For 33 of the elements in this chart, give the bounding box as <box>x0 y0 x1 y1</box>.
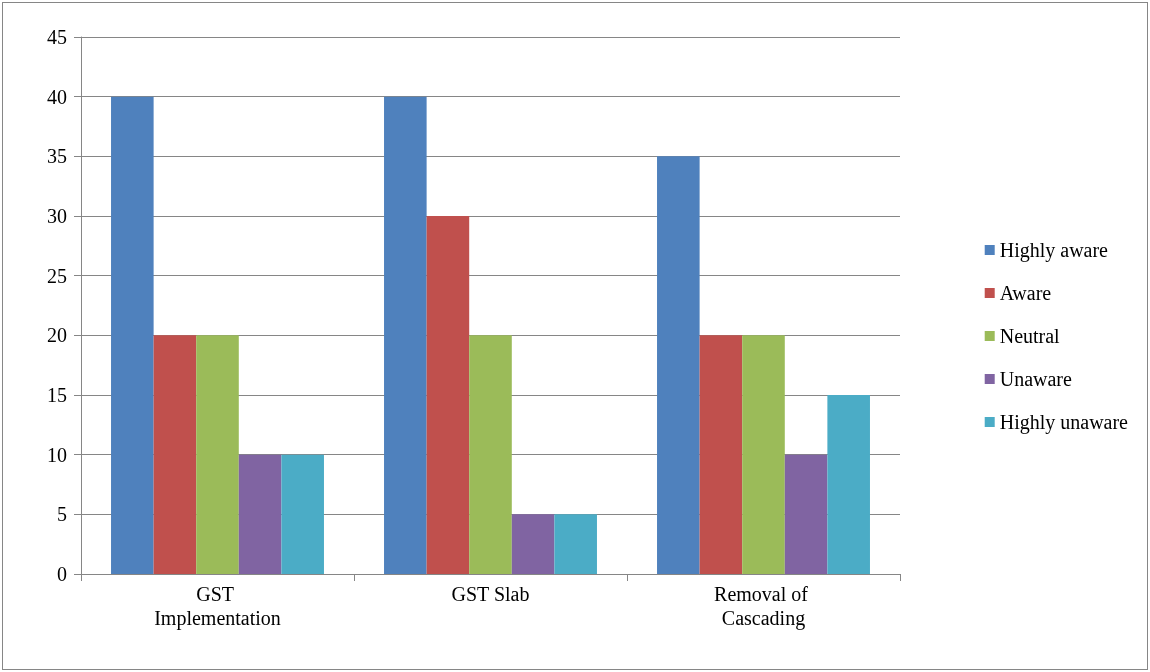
bar <box>511 514 555 574</box>
bar <box>196 335 239 574</box>
bar <box>153 335 197 574</box>
legend-label: Highly aware <box>999 239 1109 262</box>
bar <box>469 335 512 574</box>
x-tick-label: GST Implementation <box>154 583 281 630</box>
bar <box>281 454 324 574</box>
bar <box>784 454 828 574</box>
bar <box>426 216 470 574</box>
legend-label: Neutral <box>999 325 1061 347</box>
y-tick-label: 25 <box>47 264 67 287</box>
bar <box>111 96 154 574</box>
bar <box>554 514 597 574</box>
legend-label: Aware <box>999 282 1052 304</box>
y-tick-label: 10 <box>47 443 67 466</box>
y-tick-label: 0 <box>57 563 67 585</box>
y-tick-label: 5 <box>57 503 67 526</box>
bar <box>657 156 700 574</box>
bar <box>827 395 870 574</box>
y-tick-label: 40 <box>47 85 67 108</box>
y-tick-label: 15 <box>47 384 67 406</box>
x-tick-label: GST Slab <box>451 583 530 605</box>
x-tick-label: Removal of Cascading <box>714 583 813 630</box>
legend-label: Highly unaware <box>999 411 1129 434</box>
y-tick-label: 45 <box>47 26 67 48</box>
bar <box>699 335 743 574</box>
y-tick-label: 30 <box>47 205 67 227</box>
bar <box>384 96 427 574</box>
y-tick-label: 20 <box>47 324 67 347</box>
bar <box>742 335 785 574</box>
legend-label: Unaware <box>999 368 1073 390</box>
bar <box>238 454 282 574</box>
y-tick-label: 35 <box>47 145 67 168</box>
